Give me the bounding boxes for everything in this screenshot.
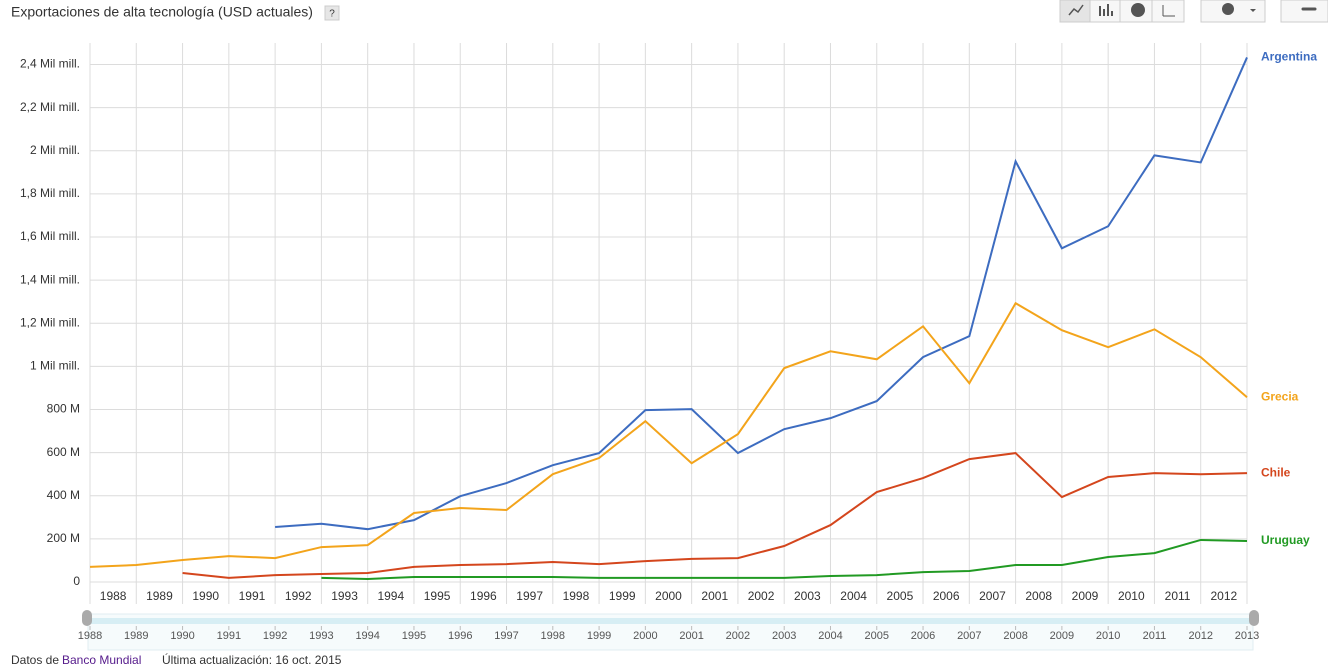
y-tick-label: 1,4 Mil mill. xyxy=(20,272,80,286)
slider-label: 1998 xyxy=(541,630,565,642)
y-tick-label: 1,2 Mil mill. xyxy=(20,315,80,329)
source-link[interactable]: Banco Mundial xyxy=(62,653,141,667)
slider-label: 2002 xyxy=(726,630,750,642)
x-tick-label: 2004 xyxy=(840,589,867,603)
slider-label: 1997 xyxy=(494,630,518,642)
slider-label: 1995 xyxy=(402,630,426,642)
x-tick-label: 1994 xyxy=(377,589,404,603)
x-tick-label: 1995 xyxy=(424,589,451,603)
x-tick-label: 2002 xyxy=(748,589,775,603)
last-updated: Última actualización: 16 oct. 2015 xyxy=(162,652,342,667)
slider-label: 1996 xyxy=(448,630,472,642)
slider-label: 1989 xyxy=(124,630,148,642)
y-tick-label: 2,4 Mil mill. xyxy=(20,57,80,71)
slider-label: 2011 xyxy=(1143,630,1167,642)
globe-icon xyxy=(1131,3,1145,17)
gear-icon xyxy=(1222,3,1234,15)
series-label: Uruguay xyxy=(1261,533,1310,547)
toolbar xyxy=(1059,0,1328,23)
link-button[interactable] xyxy=(1280,0,1328,23)
x-tick-label: 2001 xyxy=(701,589,728,603)
y-tick-label: 1,6 Mil mill. xyxy=(20,229,80,243)
range-slider[interactable]: 1988 1989 1990 1991 1992 1993 1994 1995 1996 1997… xyxy=(78,610,1259,651)
help-button[interactable] xyxy=(324,5,340,21)
slider-label: 1993 xyxy=(309,630,333,642)
x-tick-label: 1989 xyxy=(146,589,173,603)
dropdown-arrow xyxy=(1250,9,1256,12)
slider-label: 1999 xyxy=(587,630,611,642)
y-tick-label: 1,8 Mil mill. xyxy=(20,186,80,200)
y-tick-label: 600 M xyxy=(47,445,80,459)
series-line xyxy=(182,452,1248,579)
x-tick-label: 1998 xyxy=(563,589,590,603)
slider-label: 1994 xyxy=(355,630,379,642)
slider-label: 2012 xyxy=(1188,630,1212,642)
x-tick-label: 1992 xyxy=(285,589,312,603)
x-tick-label: 2009 xyxy=(1072,589,1099,603)
y-tick-label: 200 M xyxy=(47,531,80,545)
slider-label: 2013 xyxy=(1235,630,1259,642)
slider-label: 1992 xyxy=(263,630,287,642)
help-text[interactable]: ? xyxy=(329,9,335,20)
x-tick-label: 1993 xyxy=(331,589,358,603)
series-line xyxy=(275,57,1248,531)
line-icon xyxy=(1068,4,1084,16)
x-tick-label: 2011 xyxy=(1165,589,1191,603)
slider-label: 2005 xyxy=(865,630,889,642)
y-tick-label: 2 Mil mill. xyxy=(30,143,80,157)
x-tick-label: 2003 xyxy=(794,589,821,603)
x-tick-label: 2006 xyxy=(933,589,960,603)
x-tick-label: 2008 xyxy=(1025,589,1052,603)
x-tick-label: 2010 xyxy=(1118,589,1145,603)
bar-icon xyxy=(1099,4,1113,16)
slider-label: 2010 xyxy=(1096,630,1120,642)
slider-label: 2006 xyxy=(911,630,935,642)
slider-label: 2001 xyxy=(679,630,703,642)
y-tick-label: 400 M xyxy=(47,488,80,502)
chart-title: Exportaciones de alta tecnología (USD ac… xyxy=(11,4,313,20)
x-tick-label: 2005 xyxy=(887,589,914,603)
slider-label: 1991 xyxy=(217,630,241,642)
slider-label: 2004 xyxy=(818,630,842,642)
x-tick-label: 1990 xyxy=(192,589,219,603)
y-tick-label: 2,2 Mil mill. xyxy=(20,100,80,114)
x-tick-label: 2000 xyxy=(655,589,682,603)
slider-label: 1990 xyxy=(170,630,194,642)
slider-label: 2007 xyxy=(957,630,981,642)
series-line xyxy=(321,538,1248,580)
y-tick-label: 1 Mil mill. xyxy=(30,359,80,373)
series-label: Chile xyxy=(1261,465,1291,479)
x-tick-label: 1999 xyxy=(609,589,636,603)
source-prefix: Datos de xyxy=(11,653,59,667)
slider-handle-right[interactable] xyxy=(1249,610,1259,626)
slider-label: 2003 xyxy=(772,630,796,642)
scatter-view-button[interactable] xyxy=(1151,0,1185,23)
x-tick-label: 1997 xyxy=(516,589,543,603)
y-tick-label: 800 M xyxy=(47,402,80,416)
x-tick-label: 1988 xyxy=(100,589,127,603)
slider-label: 1988 xyxy=(78,630,102,642)
series-line xyxy=(89,301,1248,568)
y-tick-label: 0 xyxy=(73,574,80,588)
x-tick-label: 1991 xyxy=(239,589,266,603)
x-tick-label: 2007 xyxy=(979,589,1006,603)
scatter-axes-icon xyxy=(1162,5,1175,17)
slider-handle-left[interactable] xyxy=(82,610,92,626)
x-tick-label: 2012 xyxy=(1211,589,1238,603)
slider-label: 2000 xyxy=(633,630,657,642)
series-label: Argentina xyxy=(1261,50,1317,64)
slider-range[interactable] xyxy=(88,618,1253,624)
slider-label: 2009 xyxy=(1050,630,1074,642)
series-label: Grecia xyxy=(1261,389,1299,403)
slider-label: 2008 xyxy=(1003,630,1027,642)
x-tick-label: 1996 xyxy=(470,589,497,603)
line-view-button[interactable] xyxy=(1059,0,1091,23)
